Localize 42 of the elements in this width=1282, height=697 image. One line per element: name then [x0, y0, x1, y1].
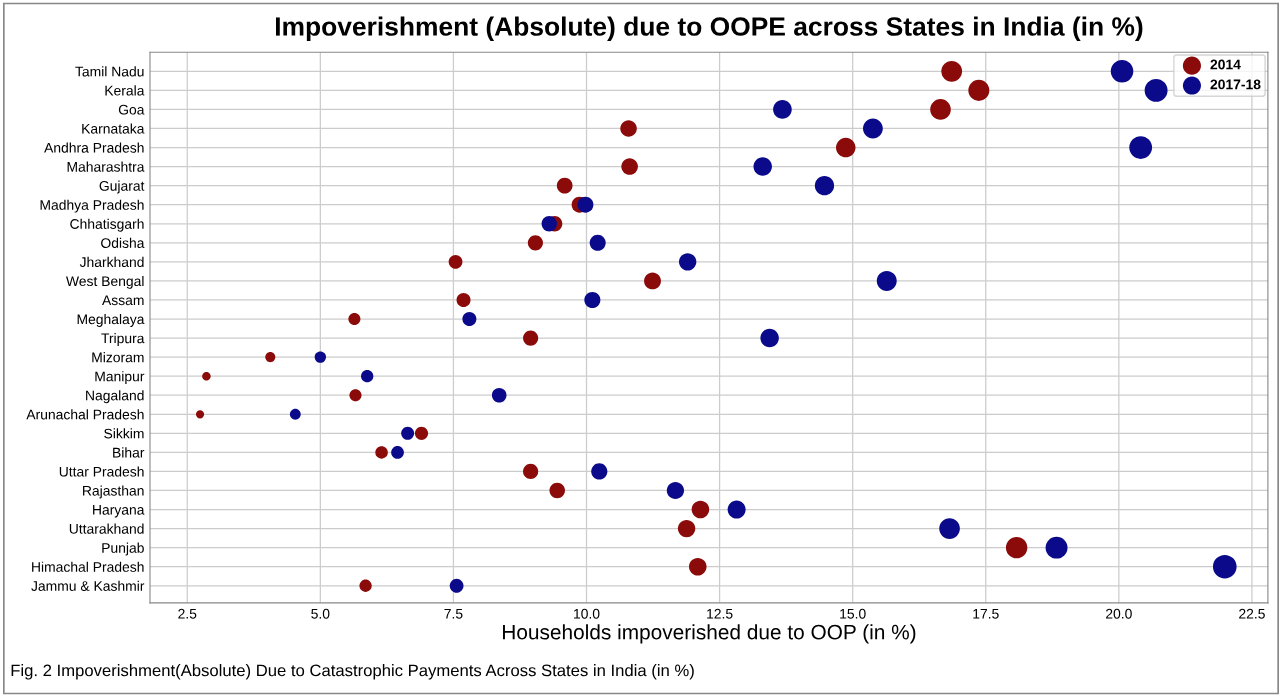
legend-label: 2014 [1210, 59, 1241, 70]
y-tick-label: Tamil Nadu [75, 66, 144, 77]
x-axis-title: Households impoverished due to OOP (in %) [502, 624, 916, 644]
y-tick-label: Himachal Pradesh [32, 561, 144, 572]
y-tick-label: Chhatisgarh [70, 218, 144, 232]
y-tick-label: Punjab [102, 542, 144, 556]
x-tick-label: 5.0 [311, 608, 330, 619]
y-tick-label: Goa [118, 104, 145, 115]
y-tick-label: Assam [102, 295, 144, 306]
y-tick-label: Rajasthan [83, 485, 144, 499]
x-tick-label: 20.0 [1106, 608, 1132, 619]
y-tick-label: Gujarat [99, 180, 145, 194]
y-tick-label: Maharashtra [67, 161, 145, 172]
y-tick-label: Karnataka [82, 123, 145, 134]
x-tick-label: 10.0 [574, 608, 600, 619]
y-tick-label: Meghalaya [77, 313, 145, 327]
y-tick-label: Andhra Pradesh [44, 142, 144, 153]
y-tick-label: Tripura [101, 333, 145, 346]
y-tick-label: Jammu & Kashmir [31, 580, 145, 591]
y-tick-label: Uttarakhand [69, 523, 144, 534]
x-tick-label: 2.5 [178, 608, 197, 619]
x-tick-label: 15.0 [840, 608, 866, 619]
y-tick-label: Sikkim [104, 428, 144, 439]
x-tick-label: 22.5 [1239, 608, 1265, 619]
y-tick-label: Madhya Pradesh [40, 199, 144, 213]
x-tick-label: 7.5 [444, 608, 463, 619]
y-tick-label: Kerala [105, 85, 145, 96]
x-tick-label: 17.5 [973, 608, 999, 619]
y-tick-label: Haryana [93, 505, 145, 518]
y-tick-label: Mizoram [92, 352, 144, 363]
y-tick-label: Uttar Pradesh [59, 466, 144, 477]
chart-title: Impoverishment (Absolute) due to OOPE across States in India (in %) [275, 16, 1143, 42]
y-tick-label: Arunachal Pradesh [26, 409, 144, 420]
y-tick-label: Nagaland [86, 390, 144, 404]
x-tick-label: 12.5 [707, 608, 733, 619]
y-tick-label: Jharkhand [79, 256, 144, 268]
y-tick-label: Manipur [95, 371, 145, 385]
y-tick-label: Odisha [101, 237, 145, 248]
caption: Fig. 2 Impoverishment(Absolute) Due to Catastrophic Payments Across States in India (in %) [11, 664, 694, 680]
y-tick-label: West Bengal [66, 275, 144, 289]
legend-label: 2017-18 [1210, 79, 1261, 90]
y-tick-label: Bihar [113, 447, 145, 458]
